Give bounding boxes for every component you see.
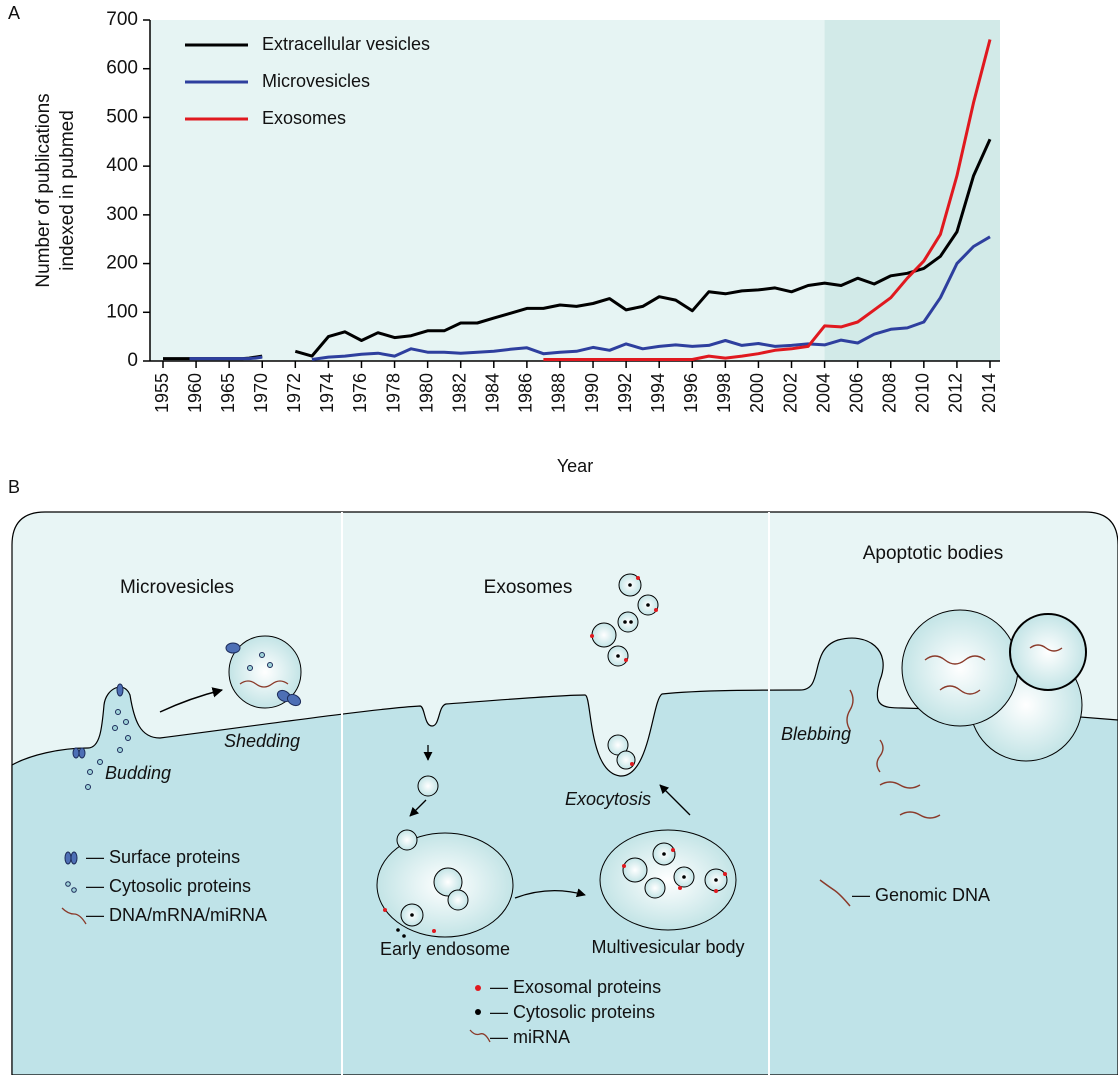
legend-text: — Surface proteins xyxy=(86,847,240,867)
x-tick-label: 2002 xyxy=(780,373,800,413)
legend-icons xyxy=(61,851,851,1043)
x-tick-label: 2012 xyxy=(946,373,966,413)
compartment-label: Early endosome xyxy=(380,939,510,959)
y-tick-label: 200 xyxy=(106,253,138,274)
y-tick-label: 100 xyxy=(106,301,138,322)
legend-text: — Genomic DNA xyxy=(852,885,990,905)
x-tick-label: 1998 xyxy=(714,373,734,413)
legend-text: — miRNA xyxy=(490,1027,570,1047)
diagram-heading: Microvesicles xyxy=(120,577,234,598)
legend-label: Microvesicles xyxy=(262,71,370,91)
x-tick-label: 2000 xyxy=(747,373,767,413)
process-label: Shedding xyxy=(224,731,300,751)
x-tick-label: 1978 xyxy=(383,373,403,413)
y-tick-label: 300 xyxy=(106,204,138,225)
x-tick-label: 1992 xyxy=(615,373,635,413)
x-tick-label: 1965 xyxy=(218,373,238,413)
x-axis-label: Year xyxy=(557,456,593,476)
apoptotic-shapes xyxy=(846,609,1087,819)
x-tick-label: 2014 xyxy=(979,373,999,413)
y-axis-label: indexed in pubmed xyxy=(57,110,78,271)
x-tick-label: 1955 xyxy=(152,373,172,413)
x-tick-label: 1988 xyxy=(549,373,569,413)
y-axis-label: Number of publications xyxy=(33,93,54,287)
y-tick-label: 400 xyxy=(106,155,138,176)
highlight-region xyxy=(824,20,1000,361)
y-tick-label: 600 xyxy=(106,58,138,79)
x-tick-label: 1982 xyxy=(449,373,469,413)
diagram-heading: Exosomes xyxy=(484,577,573,598)
compartment-label: Multivesicular body xyxy=(591,937,744,957)
legend-label: Extracellular vesicles xyxy=(262,34,430,54)
x-tick-label: 1976 xyxy=(350,373,370,413)
exosome-shapes xyxy=(376,573,737,938)
microvesicle-shapes xyxy=(72,635,302,790)
x-tick-label: 2006 xyxy=(846,373,866,413)
process-label: Budding xyxy=(105,763,171,783)
series-line xyxy=(189,235,991,361)
series-line xyxy=(543,39,992,361)
x-tick-label: 1972 xyxy=(284,373,304,413)
x-tick-label: 1996 xyxy=(681,373,701,413)
process-label: Blebbing xyxy=(781,724,851,744)
diagram-heading: Apoptotic bodies xyxy=(863,543,1004,564)
legend-text: — Exosomal proteins xyxy=(490,977,661,997)
cell-membrane xyxy=(11,637,1118,1075)
y-tick-label: 700 xyxy=(106,9,138,30)
x-tick-label: 1980 xyxy=(416,373,436,413)
chart: 0 100 200 300 400 500 600 700 1955 1960 1965 1970 19… xyxy=(33,9,1000,476)
x-tick-label: 1984 xyxy=(483,373,503,413)
x-tick-label: 1994 xyxy=(648,373,668,413)
panel-label: A xyxy=(8,3,20,23)
x-tick-label: 1974 xyxy=(317,373,337,413)
legend-text: — Cytosolic proteins xyxy=(490,1002,655,1022)
legend-label: Exosomes xyxy=(262,108,346,128)
diagram: Microvesicles Exosomes Apoptotic bodies … xyxy=(11,511,1118,1075)
x-tick-label: 1970 xyxy=(251,373,271,413)
process-label: Exocytosis xyxy=(565,789,651,809)
y-tick-label: 0 xyxy=(127,350,138,371)
x-tick-label: 1986 xyxy=(516,373,536,413)
x-tick-label: 2008 xyxy=(880,373,900,413)
x-tick-label: 2010 xyxy=(913,373,933,413)
legend-text: — Cytosolic proteins xyxy=(86,876,251,896)
y-tick-label: 500 xyxy=(106,106,138,127)
x-tick-label: 2004 xyxy=(813,373,833,413)
x-tick-label: 1960 xyxy=(185,373,205,413)
x-tick-label: 1990 xyxy=(582,373,602,413)
legend-text: — DNA/mRNA/miRNA xyxy=(86,905,267,925)
panel-label: B xyxy=(8,477,20,497)
